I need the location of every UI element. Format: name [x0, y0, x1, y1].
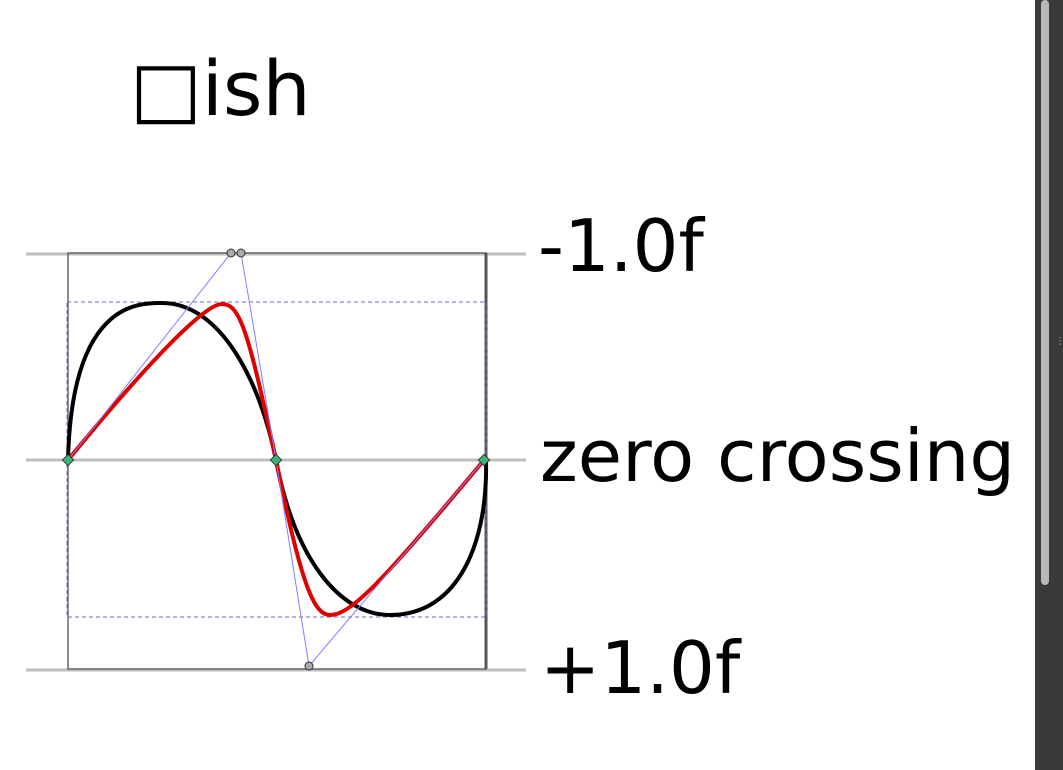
- handle-line: [275, 459, 310, 667]
- bezier-handle: [236, 248, 246, 258]
- drawing-canvas[interactable]: □ish -1.0f zero crossing +1.0f: [0, 0, 1035, 770]
- path-node: [269, 453, 283, 467]
- handle-line: [308, 459, 485, 667]
- bezier-handle: [304, 661, 314, 671]
- label-zero-crossing: zero crossing: [540, 414, 1016, 498]
- bezier-handle: [226, 248, 236, 258]
- waveform-diagram: [26, 248, 526, 672]
- label-minus-one: -1.0f: [538, 204, 704, 288]
- path-node: [477, 453, 491, 467]
- label-plus-one: +1.0f: [540, 626, 741, 710]
- scrollbar-thumb[interactable]: [1041, 0, 1049, 585]
- handle-line: [67, 252, 232, 461]
- path-node: [61, 453, 75, 467]
- grip-dots-icon: ⋮: [1055, 336, 1063, 347]
- handle-line: [240, 252, 277, 461]
- diagram-title: □ish: [130, 44, 311, 133]
- vertical-scrollbar[interactable]: ⋮: [1035, 0, 1063, 770]
